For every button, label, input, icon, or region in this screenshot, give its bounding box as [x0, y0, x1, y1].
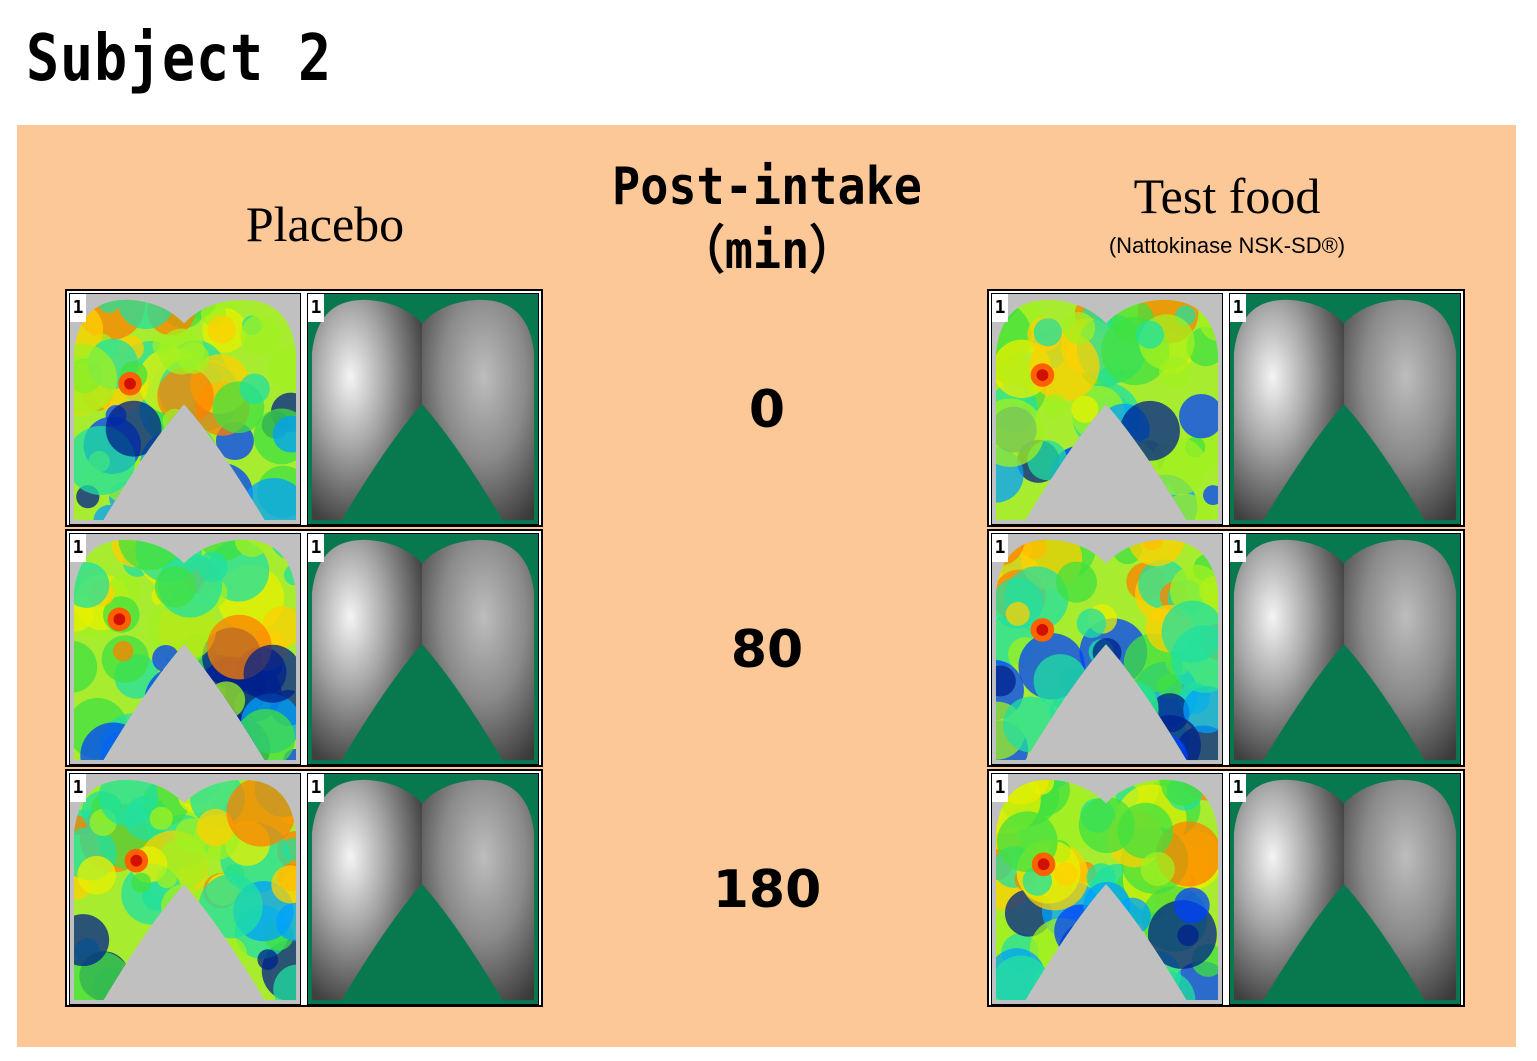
test-food-column-title: Test food: [1133, 168, 1321, 224]
image-index-label: 1: [992, 534, 1008, 562]
placebo-grayscale-image: 1: [307, 293, 539, 525]
image-index-label: 1: [1230, 774, 1246, 802]
image-index-label: 1: [308, 534, 324, 562]
test-food-grayscale-image: 1: [1229, 533, 1461, 765]
test-food-subtitle: (Nattokinase NSK-SD®): [1108, 233, 1346, 258]
image-index-label: 1: [70, 774, 86, 802]
test-food-heatmap-image: 1: [991, 293, 1223, 525]
image-index-label: 1: [308, 774, 324, 802]
image-index-label: 1: [1230, 294, 1246, 322]
test-food-grayscale-image: 1: [1229, 293, 1461, 525]
test-food-heatmap-image: 1: [991, 533, 1223, 765]
image-index-label: 1: [308, 294, 324, 322]
image-index-label: 1: [992, 774, 1008, 802]
comparison-panel: Placebo Post-intake （min） Test food (Nat…: [17, 125, 1516, 1047]
placebo-heatmap-image: 1: [69, 533, 301, 765]
placebo-grayscale-image: 1: [307, 533, 539, 765]
page-title: Subject 2: [26, 22, 332, 96]
test-food-heatmap-image: 1: [991, 773, 1223, 1005]
post-intake-label: Post-intake: [612, 157, 922, 217]
image-index-label: 1: [1230, 534, 1246, 562]
image-index-label: 1: [70, 294, 86, 322]
post-intake-header: Post-intake （min）: [605, 155, 929, 283]
placebo-heatmap-image: 1: [69, 293, 301, 525]
placebo-column-title: Placebo: [245, 196, 405, 252]
placebo-heatmap-image: 1: [69, 773, 301, 1005]
test-food-grayscale-image: 1: [1229, 773, 1461, 1005]
post-intake-unit: （min）: [677, 221, 857, 281]
timepoint-label-80: 80: [730, 620, 804, 680]
image-index-label: 1: [992, 294, 1008, 322]
image-index-label: 1: [70, 534, 86, 562]
placebo-grayscale-image: 1: [307, 773, 539, 1005]
timepoint-label-0: 0: [748, 380, 786, 440]
timepoint-label-180: 180: [712, 860, 822, 920]
